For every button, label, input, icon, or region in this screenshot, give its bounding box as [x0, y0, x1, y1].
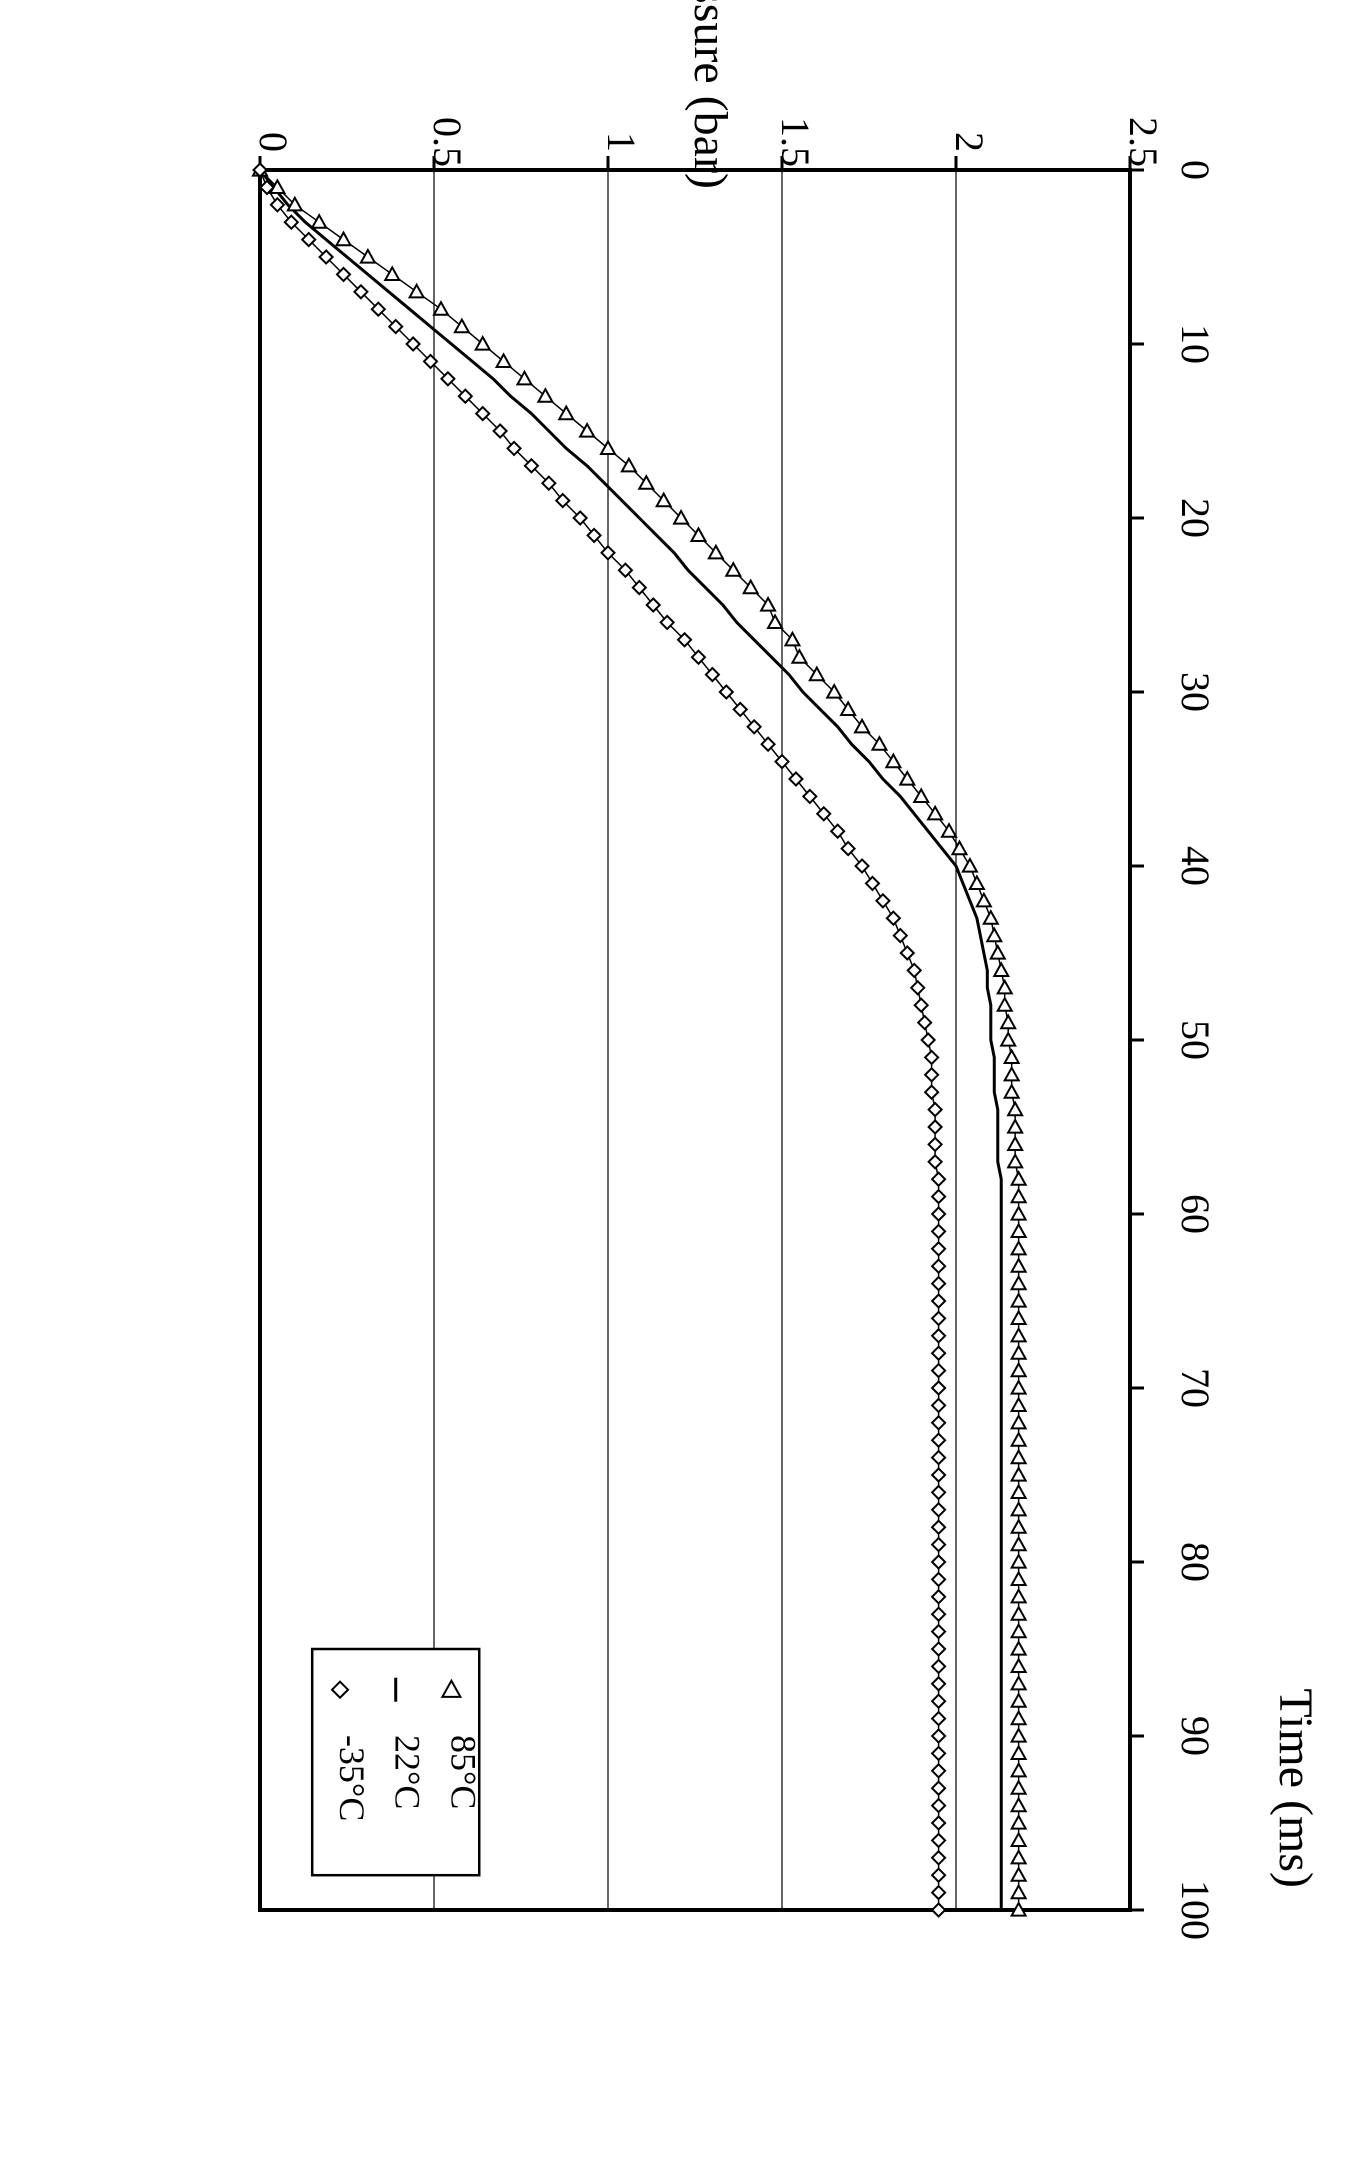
x-tick-label: 40 [1173, 846, 1218, 886]
y-axis-label: Pressure (bar) [684, 0, 737, 189]
x-tick-label: 30 [1173, 672, 1218, 712]
x-tick-label: 100 [1173, 1880, 1218, 1940]
y-tick-label: 0 [251, 132, 296, 152]
x-tick-label: 50 [1173, 1020, 1218, 1060]
x-tick-label: 20 [1173, 498, 1218, 538]
x-tick-label: 60 [1173, 1194, 1218, 1234]
legend: 85°C 22°C -35°C [312, 1649, 483, 1875]
x-tick-label: 90 [1173, 1716, 1218, 1756]
x-tick-label: 10 [1173, 324, 1218, 364]
pressure-time-chart: 0 0.5 1 1.5 2 2.5 0 10 20 30 40 50 60 70 80 90 100 Pressu… [0, 0, 1353, 2181]
x-tick-label: 0 [1173, 160, 1218, 180]
y-tick-label: 2.5 [1121, 117, 1166, 167]
legend-item-label: 22°C [388, 1735, 428, 1809]
x-tick-label: 80 [1173, 1542, 1218, 1582]
x-tick-label: 70 [1173, 1368, 1218, 1408]
legend-item-label: -35°C [332, 1735, 372, 1821]
y-tick-label: 0.5 [425, 117, 470, 167]
x-axis-label: Time (ms) [1269, 1688, 1322, 1888]
legend-item-label: 85°C [443, 1735, 483, 1809]
y-tick-label: 1.5 [773, 117, 818, 167]
y-tick-label: 2 [947, 132, 992, 152]
y-tick-label: 1 [599, 132, 644, 152]
